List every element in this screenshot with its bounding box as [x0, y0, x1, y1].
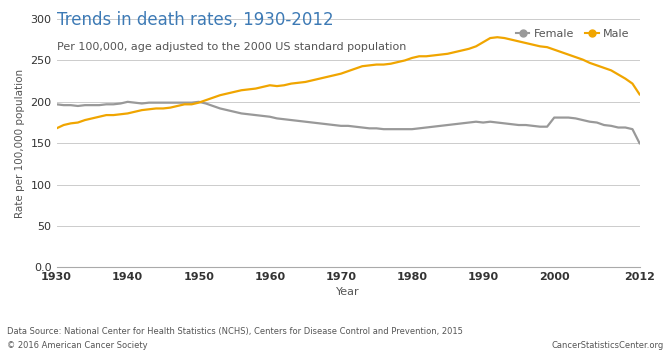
- Text: © 2016 American Cancer Society: © 2016 American Cancer Society: [7, 342, 147, 350]
- Text: Trends in death rates, 1930-2012: Trends in death rates, 1930-2012: [56, 11, 333, 29]
- X-axis label: Year: Year: [336, 286, 360, 297]
- Y-axis label: Rate per 100,000 population: Rate per 100,000 population: [15, 69, 25, 218]
- Text: Data Source: National Center for Health Statistics (NCHS), Centers for Disease C: Data Source: National Center for Health …: [7, 327, 462, 336]
- Legend: Female, Male: Female, Male: [512, 24, 634, 44]
- Text: Per 100,000, age adjusted to the 2000 US standard population: Per 100,000, age adjusted to the 2000 US…: [56, 42, 406, 52]
- Text: CancerStatisticsCenter.org: CancerStatisticsCenter.org: [551, 342, 663, 350]
